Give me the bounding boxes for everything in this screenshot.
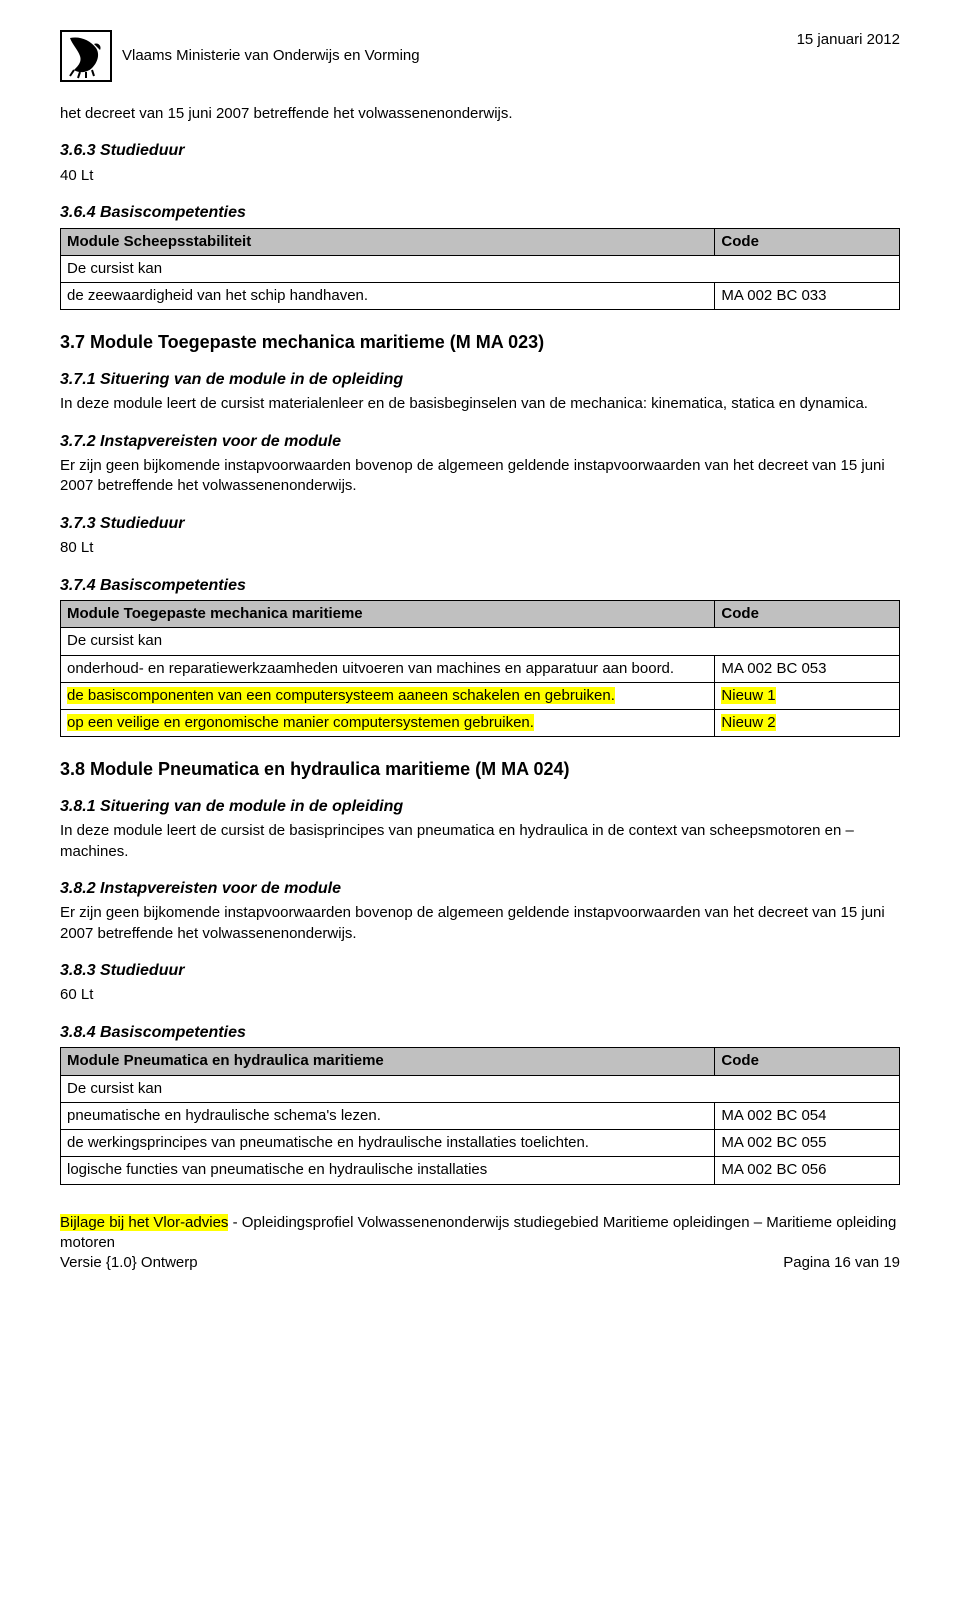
code-cell-highlighted: Nieuw 1	[715, 682, 900, 709]
body-382: Er zijn geen bijkomende instapvoorwaarde…	[60, 903, 900, 944]
body-381: In deze module leert de cursist de basis…	[60, 821, 900, 862]
table-row: De cursist kan	[61, 628, 900, 655]
studieduur-363-value: 40 Lt	[60, 166, 900, 186]
table-row: de basiscomponenten van een computersyst…	[61, 682, 900, 709]
page-header: Vlaams Ministerie van Onderwijs en Vormi…	[60, 30, 900, 82]
intro-paragraph: het decreet van 15 juni 2007 betreffende…	[60, 104, 900, 124]
table-364-col1: Module Scheepsstabiliteit	[61, 228, 715, 255]
footer-highlight: Bijlage bij het Vlor-advies	[60, 1214, 228, 1231]
table-row: de werkingsprincipes van pneumatische en…	[61, 1130, 900, 1157]
highlight-text: Nieuw 1	[721, 687, 775, 704]
footer-last-row: Versie {1.0} Ontwerp Pagina 16 van 19	[60, 1253, 900, 1273]
footer-pagina: Pagina 16 van 19	[783, 1253, 900, 1273]
competency-cell: pneumatische en hydraulische schema's le…	[61, 1102, 715, 1129]
heading-384: 3.8.4 Basiscompetenties	[60, 1022, 900, 1044]
code-cell: MA 002 BC 053	[715, 655, 900, 682]
table-364-col2: Code	[715, 228, 900, 255]
flanders-lion-logo	[60, 30, 112, 82]
table-374-col2: Code	[715, 601, 900, 628]
heading-373: 3.7.3 Studieduur	[60, 513, 900, 535]
table-374: Module Toegepaste mechanica maritieme Co…	[60, 600, 900, 737]
table-384-col1: Module Pneumatica en hydraulica maritiem…	[61, 1048, 715, 1075]
competency-cell: de zeewaardigheid van het schip handhave…	[61, 283, 715, 310]
table-row: de zeewaardigheid van het schip handhave…	[61, 283, 900, 310]
competency-cell: onderhoud- en reparatiewerkzaamheden uit…	[61, 655, 715, 682]
highlight-text: Nieuw 2	[721, 714, 775, 731]
table-row: logische functies van pneumatische en hy…	[61, 1157, 900, 1184]
body-372: Er zijn geen bijkomende instapvoorwaarde…	[60, 456, 900, 497]
header-left: Vlaams Ministerie van Onderwijs en Vormi…	[60, 30, 420, 82]
table-374-col1: Module Toegepaste mechanica maritieme	[61, 601, 715, 628]
header-date: 15 januari 2012	[797, 30, 900, 50]
competency-cell-highlighted: de basiscomponenten van een computersyst…	[61, 682, 715, 709]
heading-383: 3.8.3 Studieduur	[60, 960, 900, 982]
table-384: Module Pneumatica en hydraulica maritiem…	[60, 1047, 900, 1184]
ministry-name: Vlaams Ministerie van Onderwijs en Vormi…	[122, 46, 420, 66]
cursist-kan: De cursist kan	[61, 1075, 900, 1102]
highlight-text: de basiscomponenten van een computersyst…	[67, 687, 615, 704]
table-row: op een veilige en ergonomische manier co…	[61, 710, 900, 737]
heading-374: 3.7.4 Basiscompetenties	[60, 575, 900, 597]
table-row: onderhoud- en reparatiewerkzaamheden uit…	[61, 655, 900, 682]
table-364: Module Scheepsstabiliteit Code De cursis…	[60, 228, 900, 311]
footer-line1: Bijlage bij het Vlor-advies - Opleidings…	[60, 1213, 900, 1254]
competency-cell-highlighted: op een veilige en ergonomische manier co…	[61, 710, 715, 737]
heading-37: 3.7 Module Toegepaste mechanica maritiem…	[60, 330, 900, 354]
heading-382: 3.8.2 Instapvereisten voor de module	[60, 878, 900, 900]
heading-364: 3.6.4 Basiscompetenties	[60, 202, 900, 224]
code-cell: MA 002 BC 054	[715, 1102, 900, 1129]
table-row: pneumatische en hydraulische schema's le…	[61, 1102, 900, 1129]
competency-cell: de werkingsprincipes van pneumatische en…	[61, 1130, 715, 1157]
page-footer: Bijlage bij het Vlor-advies - Opleidings…	[60, 1213, 900, 1274]
body-371: In deze module leert de cursist material…	[60, 394, 900, 414]
highlight-text: op een veilige en ergonomische manier co…	[67, 714, 534, 731]
heading-371: 3.7.1 Situering van de module in de ople…	[60, 369, 900, 391]
studieduur-373-value: 80 Lt	[60, 538, 900, 558]
heading-381: 3.8.1 Situering van de module in de ople…	[60, 796, 900, 818]
table-384-col2: Code	[715, 1048, 900, 1075]
heading-363: 3.6.3 Studieduur	[60, 140, 900, 162]
code-cell: MA 002 BC 055	[715, 1130, 900, 1157]
competency-cell: logische functies van pneumatische en hy…	[61, 1157, 715, 1184]
heading-372: 3.7.2 Instapvereisten voor de module	[60, 431, 900, 453]
cursist-kan: De cursist kan	[61, 255, 900, 282]
code-cell-highlighted: Nieuw 2	[715, 710, 900, 737]
cursist-kan: De cursist kan	[61, 628, 900, 655]
footer-versie: Versie {1.0} Ontwerp	[60, 1253, 198, 1273]
table-row: De cursist kan	[61, 1075, 900, 1102]
studieduur-383-value: 60 Lt	[60, 985, 900, 1005]
table-row: De cursist kan	[61, 255, 900, 282]
heading-38: 3.8 Module Pneumatica en hydraulica mari…	[60, 757, 900, 781]
code-cell: MA 002 BC 033	[715, 283, 900, 310]
code-cell: MA 002 BC 056	[715, 1157, 900, 1184]
